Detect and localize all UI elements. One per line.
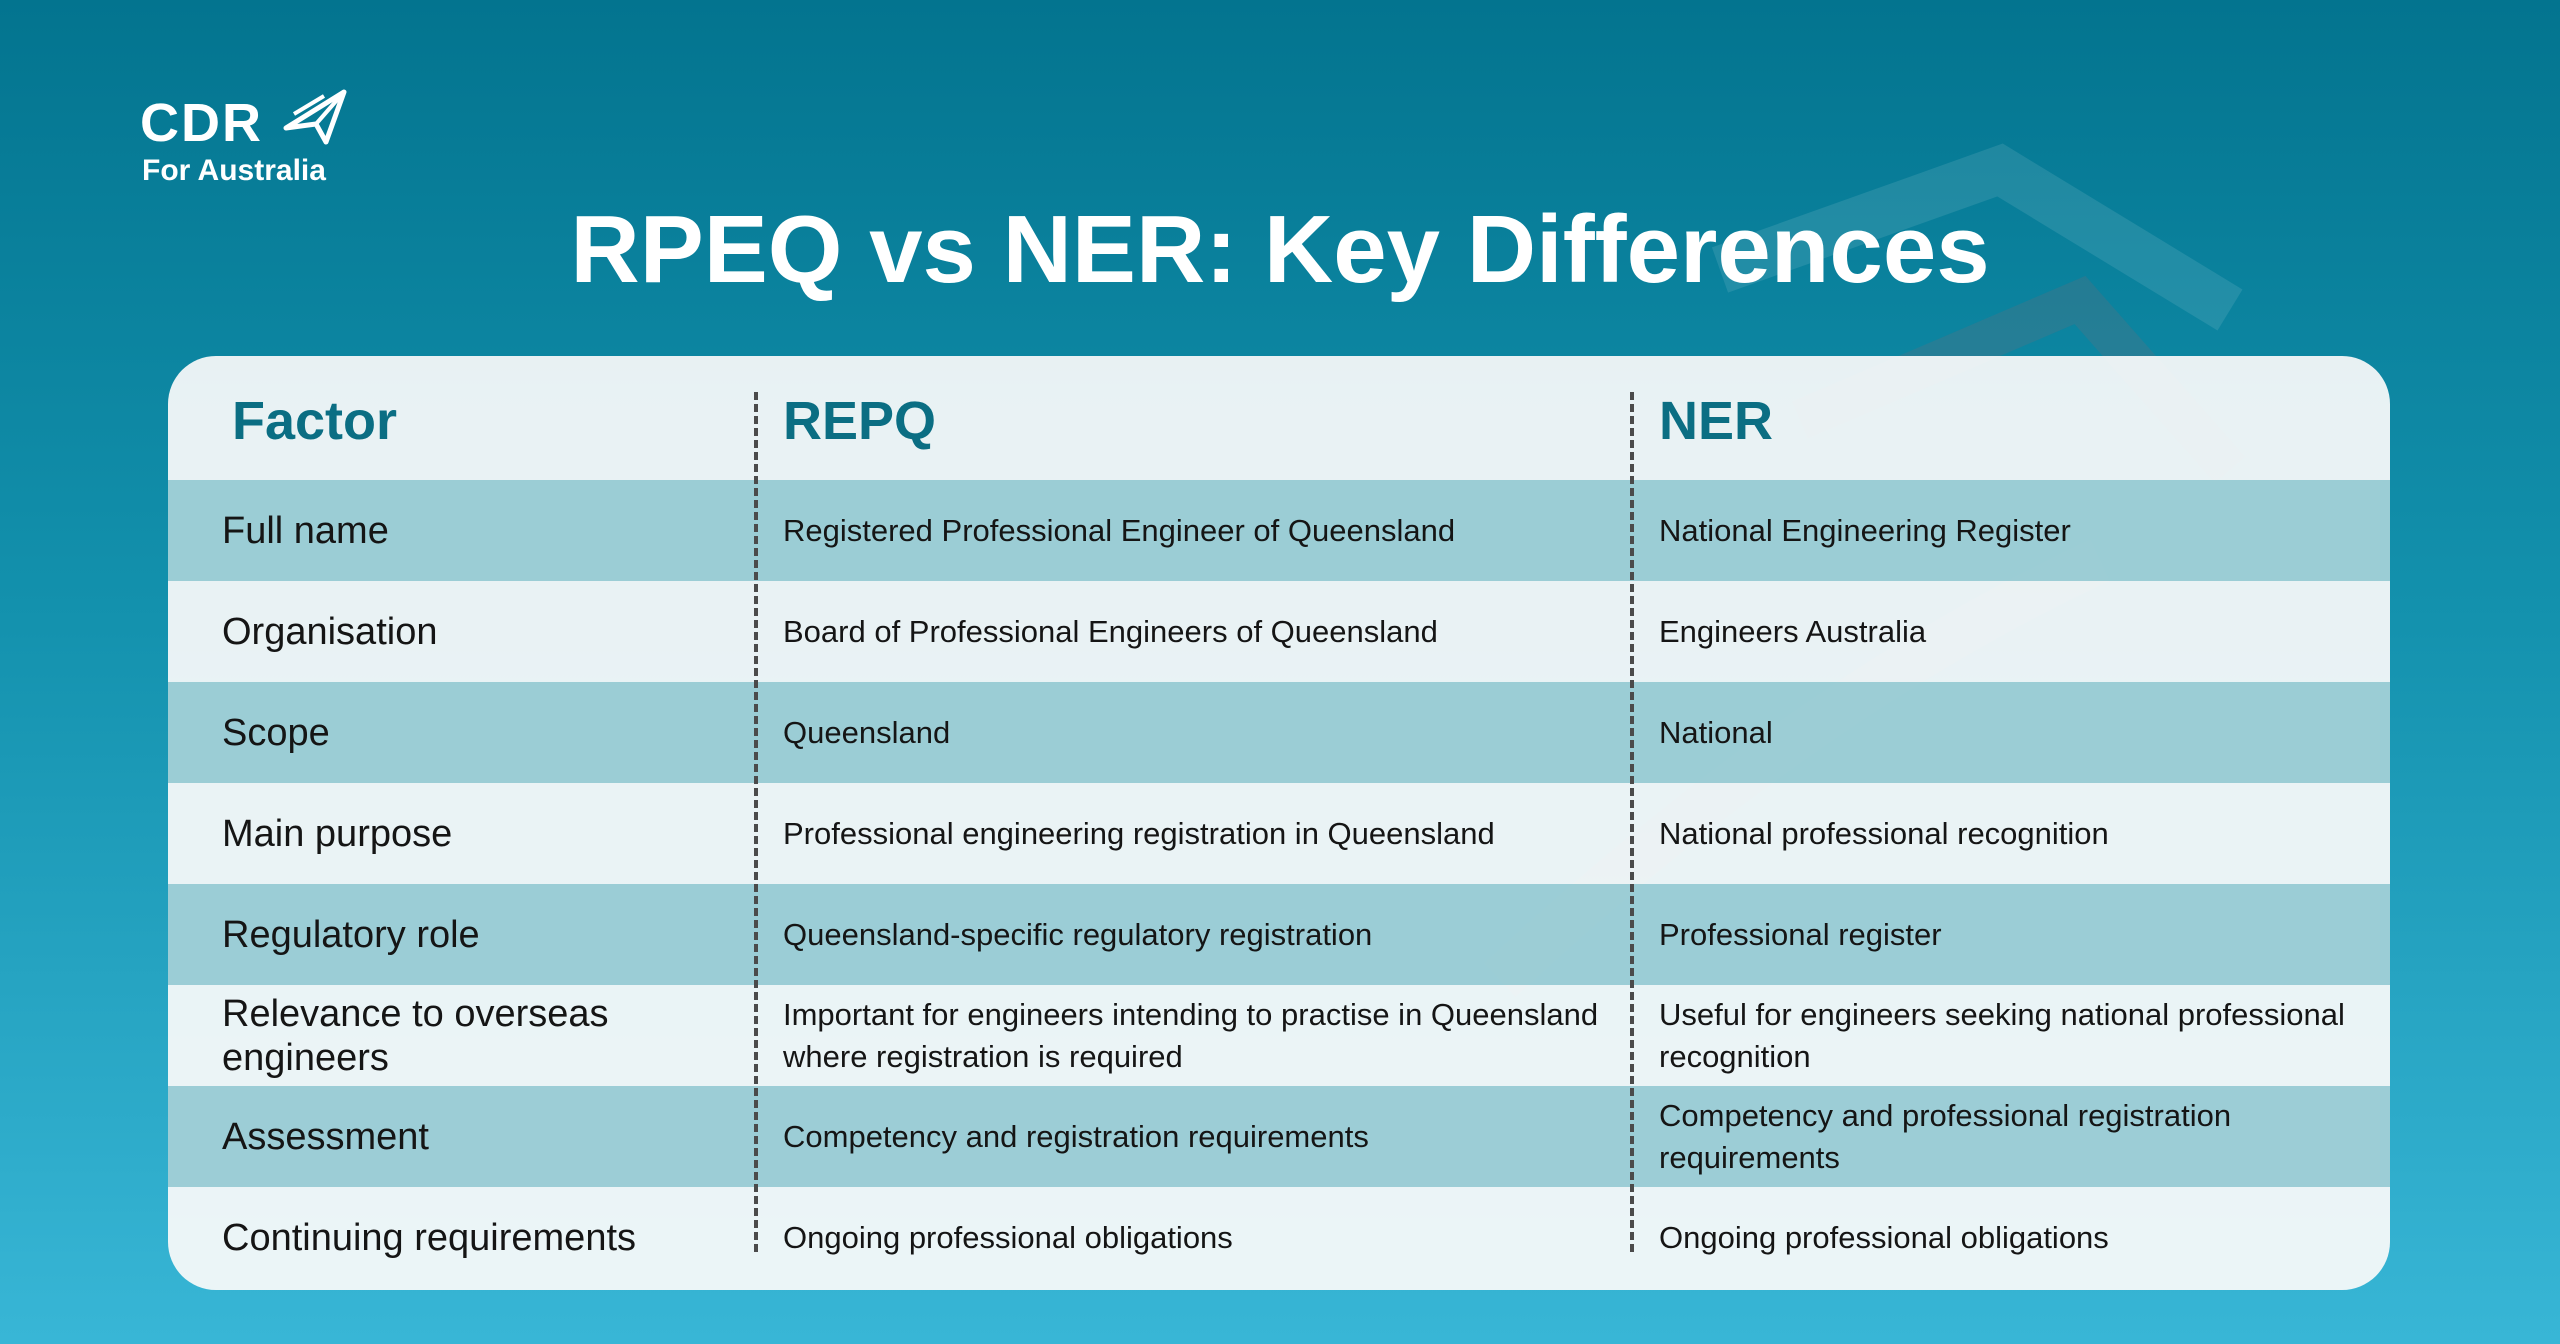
ner-cell: National professional recognition — [1659, 815, 2109, 851]
factor-cell: Scope — [222, 711, 330, 754]
factor-cell: Assessment — [222, 1115, 429, 1158]
repq-cell: Ongoing professional obligations — [783, 1219, 1233, 1255]
ner-cell: National Engineering Register — [1659, 512, 2071, 548]
factor-cell: Continuing requirements — [222, 1216, 637, 1259]
repq-cell: Professional engineering registration in… — [783, 815, 1495, 851]
table-row: Relevance to overseas engineers Importan… — [168, 985, 2390, 1086]
repq-cell: Queensland-specific regulatory registrat… — [783, 916, 1373, 952]
table-row: Regulatory role Queensland-specific regu… — [168, 884, 2390, 985]
column-divider — [1630, 392, 1634, 1252]
table-header: Factor REPQ NER — [168, 356, 2390, 480]
comparison-table: Factor REPQ NER Full name Registered Pro… — [168, 356, 2390, 1290]
repq-cell: Queensland — [783, 714, 951, 750]
logo: CDR For Australia — [140, 84, 370, 194]
logo-brand: CDR — [140, 93, 263, 153]
factor-cell: Main purpose — [222, 812, 453, 855]
repq-cell: Board of Professional Engineers of Queen… — [783, 613, 1438, 649]
factor-cell: Relevance to overseas engineers — [222, 992, 609, 1079]
ner-cell: Ongoing professional obligations — [1659, 1219, 2109, 1255]
repq-cell: Important for engineers intending to pra… — [783, 996, 1599, 1074]
column-divider — [754, 392, 758, 1252]
logo-subtitle: For Australia — [142, 154, 326, 187]
factor-cell: Regulatory role — [222, 913, 480, 956]
ner-cell: Competency and professional registration… — [1659, 1097, 2232, 1175]
table-row: Organisation Board of Professional Engin… — [168, 581, 2390, 682]
header-factor: Factor — [232, 391, 398, 451]
table-row: Main purpose Professional engineering re… — [168, 783, 2390, 884]
ner-cell: Professional register — [1659, 916, 1942, 952]
ner-cell: National — [1659, 714, 1773, 750]
table-row: Scope Queensland National — [168, 682, 2390, 783]
ner-cell: Engineers Australia — [1659, 613, 1927, 649]
repq-cell: Competency and registration requirements — [783, 1118, 1369, 1154]
table-row: Assessment Competency and registration r… — [168, 1086, 2390, 1187]
table-row: Full name Registered Professional Engine… — [168, 480, 2390, 581]
repq-cell: Registered Professional Engineer of Quee… — [783, 512, 1456, 548]
page-title: RPEQ vs NER: Key Differences — [570, 196, 1990, 303]
paper-plane-icon — [283, 89, 347, 145]
ner-cell: Useful for engineers seeking national pr… — [1659, 996, 2345, 1074]
header-ner: NER — [1659, 391, 1774, 451]
factor-cell: Organisation — [222, 610, 438, 653]
header-repq: REPQ — [783, 391, 937, 451]
factor-cell: Full name — [222, 509, 389, 552]
table-row: Continuing requirements Ongoing professi… — [168, 1187, 2390, 1288]
